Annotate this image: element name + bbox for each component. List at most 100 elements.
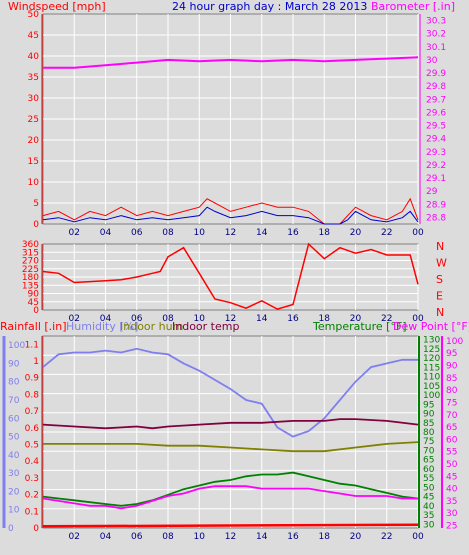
temperature-tick-label: 55 [423, 474, 434, 484]
windspeed-tick-label: 10 [28, 178, 40, 188]
series-humidity [42, 347, 418, 438]
direction-tick-label: 135 [22, 281, 39, 291]
series-barometer [43, 56, 419, 69]
rainfall-axis-label: Rainfall [.in] [0, 320, 67, 333]
direction-tick-label: 225 [22, 265, 39, 275]
temperature-tick-label: 90 [423, 410, 435, 420]
dewpoint-tick-label: 80 [446, 386, 458, 396]
direction-tick-label: 360 [22, 240, 39, 250]
barometer-tick-label: 30 [426, 56, 438, 66]
x-tick-label: 14 [256, 228, 268, 238]
windspeed-tick-label: 30 [28, 94, 40, 104]
temperature-tick-label: 50 [423, 483, 435, 493]
dewpoint-tick-label: 60 [446, 435, 458, 445]
rain-tick-label: 0.2 [25, 491, 39, 501]
rain-tick-label: 0.5 [25, 441, 39, 451]
x-tick-label: 14 [256, 314, 268, 324]
windspeed-tick-label: 45 [28, 31, 39, 41]
humidity-tick-label: 100 [8, 341, 25, 351]
temperature-tick-label: 75 [423, 437, 434, 447]
temperature-tick-label: 125 [423, 345, 440, 355]
barometer-tick-label: 30.3 [426, 17, 446, 27]
series-wind-direction [42, 242, 419, 310]
humidity-tick-label: 80 [8, 378, 20, 388]
compass-label: N [436, 240, 444, 253]
humidity-axis-label: Humidity [%] [66, 320, 138, 333]
dewpoint-tick-label: 90 [446, 362, 458, 372]
barometer-tick-label: 29 [426, 187, 438, 197]
direction-tick-label: 315 [22, 248, 39, 258]
series-windspeed [42, 197, 419, 225]
x-tick-label: 08 [162, 314, 174, 324]
rain-tick-label: 0.6 [25, 424, 40, 434]
windspeed-tick-label: 5 [33, 199, 39, 209]
dewpoint-tick-label: 65 [446, 423, 457, 433]
humidity-tick-label: 50 [8, 433, 20, 443]
humidity-tick-label: 0 [8, 524, 14, 534]
dewpoint-tick-label: 70 [446, 411, 458, 421]
rain-tick-label: 0.9 [25, 374, 40, 384]
temperature-tick-label: 110 [423, 373, 440, 383]
barometer-tick-label: 29.6 [426, 108, 446, 118]
rain-tick-label: 0.7 [25, 407, 39, 417]
x-tick-label: 04 [100, 228, 112, 238]
rain-tick-label: 1 [33, 357, 39, 367]
x-tick-label: 06 [131, 314, 143, 324]
humidity-tick-label: 10 [8, 506, 20, 516]
barometer-tick-label: 29.7 [426, 95, 446, 105]
x-tick-label: 18 [319, 228, 331, 238]
x-tick-label: 12 [225, 228, 236, 238]
x-tick-label: 20 [350, 314, 362, 324]
humidity-tick-label: 60 [8, 414, 20, 424]
direction-tick-label: 180 [22, 273, 39, 283]
humidity-tick-label: 70 [8, 396, 20, 406]
windspeed-tick-label: 20 [28, 136, 40, 146]
x-tick-label: 18 [319, 532, 331, 542]
x-tick-label: 10 [194, 532, 206, 542]
direction-tick-label: 90 [28, 290, 40, 300]
dewpoint-tick-label: 25 [446, 522, 457, 532]
dewpoint-tick-label: 100 [446, 337, 463, 347]
humidity-tick-label: 30 [8, 469, 20, 479]
direction-tick-label: 270 [22, 257, 39, 267]
direction-tick-label: 45 [28, 298, 39, 308]
x-tick-label: 08 [162, 532, 174, 542]
temperature-tick-label: 130 [423, 336, 440, 346]
series-dew-point [42, 485, 418, 510]
barometer-tick-label: 28.9 [426, 200, 446, 210]
windspeed-axis-label: Windspeed [mph] [8, 0, 106, 13]
direction-tick-label: 0 [33, 306, 39, 316]
x-tick-label: 16 [287, 228, 299, 238]
x-tick-label: 16 [287, 314, 299, 324]
series-temperature [42, 471, 419, 507]
temperature-axis-label: Temperature [°F] [312, 320, 407, 333]
windspeed-tick-label: 0 [33, 220, 39, 230]
barometer-tick-label: 29.9 [426, 69, 446, 79]
barometer-tick-label: 29.1 [426, 174, 446, 184]
temperature-tick-label: 40 [423, 502, 435, 512]
chart-title: 24 hour graph day : March 28 2013 [172, 0, 367, 13]
barometer-tick-label: 30.2 [426, 30, 446, 40]
indoor-temp-label: Indoor temp [172, 320, 239, 333]
windspeed-tick-label: 15 [28, 157, 39, 167]
x-tick-label: 02 [69, 532, 80, 542]
x-tick-label: 10 [194, 228, 206, 238]
series-indoor-temp [42, 418, 419, 430]
temperature-tick-label: 80 [423, 428, 435, 438]
x-tick-label: 22 [381, 314, 392, 324]
compass-label: N [436, 306, 444, 319]
x-tick-label: 00 [412, 314, 424, 324]
x-tick-label: 06 [131, 228, 143, 238]
temperature-tick-label: 70 [423, 446, 435, 456]
temperature-tick-label: 65 [423, 456, 434, 466]
rain-tick-label: 1.1 [25, 340, 39, 350]
dewpoint-axis-label: Dew Point [°F] [393, 320, 469, 333]
rain-tick-label: 0.1 [25, 507, 39, 517]
series-indoor-hum [43, 441, 419, 453]
barometer-axis-label: Barometer [.in] [371, 0, 455, 13]
windspeed-tick-label: 40 [28, 52, 40, 62]
x-tick-label: 04 [100, 314, 112, 324]
temperature-tick-label: 100 [423, 391, 440, 401]
barometer-tick-label: 28.8 [426, 213, 446, 223]
